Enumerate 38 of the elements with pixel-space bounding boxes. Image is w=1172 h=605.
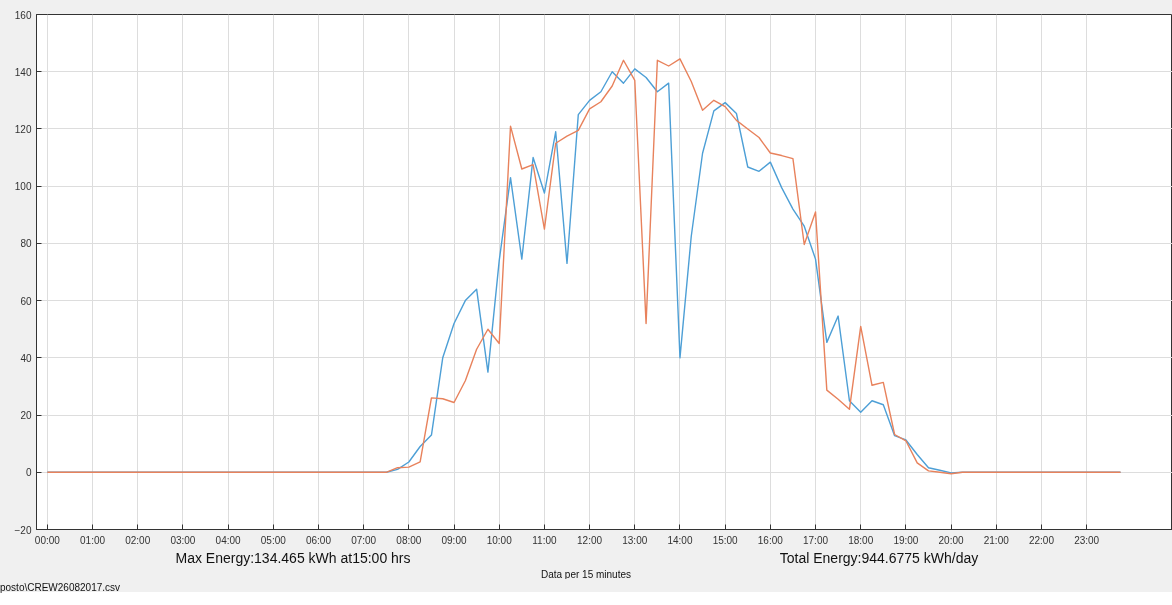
x-tick-label: 07:00 xyxy=(351,534,377,546)
y-tick-label: 20 xyxy=(20,410,32,422)
x-tick-label: 10:00 xyxy=(486,534,513,546)
x-tick-label: 01:00 xyxy=(80,534,106,546)
y-tick-label: 0 xyxy=(25,467,32,479)
x-tick-label: 18:00 xyxy=(848,534,874,546)
y-tick-label: 140 xyxy=(14,66,32,78)
x-tick-label: 21:00 xyxy=(983,534,1010,546)
y-tick-label: 160 xyxy=(14,9,32,21)
x-tick-label: 13:00 xyxy=(622,534,648,546)
text: posto\CREW26082017.csv xyxy=(0,582,121,593)
text: Max Energy:134.465 kWh at15:00 hrs xyxy=(175,550,411,566)
x-tick-label: 20:00 xyxy=(938,534,965,546)
text: Total Energy:944.6775 kWh/day xyxy=(779,550,979,566)
x-tick-label: 11:00 xyxy=(532,534,557,546)
x-tick-label: 19:00 xyxy=(893,534,919,546)
x-tick-label: 02:00 xyxy=(125,534,151,546)
y-tick-label: 120 xyxy=(14,123,32,135)
x-tick-label: 04:00 xyxy=(215,534,242,546)
y-tick-label: −20 xyxy=(14,524,32,536)
x-tick-label: 09:00 xyxy=(441,534,467,546)
y-tick-label: 40 xyxy=(20,352,32,364)
y-tick-label: 60 xyxy=(20,295,32,307)
x-tick-label: 05:00 xyxy=(260,534,287,546)
x-tick-label: 23:00 xyxy=(1074,534,1100,546)
x-tick-label: 12:00 xyxy=(577,534,603,546)
y-tick-label: 80 xyxy=(20,238,32,250)
x-tick-label: 14:00 xyxy=(667,534,693,546)
text: Data per 15 minutes xyxy=(540,569,632,580)
y-tick-label: 100 xyxy=(14,181,32,193)
x-tick-label: 17:00 xyxy=(803,534,829,546)
x-tick-label: 00:00 xyxy=(34,534,61,546)
x-tick-label: 03:00 xyxy=(170,534,196,546)
x-tick-label: 08:00 xyxy=(396,534,422,546)
x-tick-label: 16:00 xyxy=(757,534,784,546)
x-tick-label: 06:00 xyxy=(305,534,332,546)
x-tick-label: 22:00 xyxy=(1028,534,1055,546)
x-tick-label: 15:00 xyxy=(712,534,739,546)
